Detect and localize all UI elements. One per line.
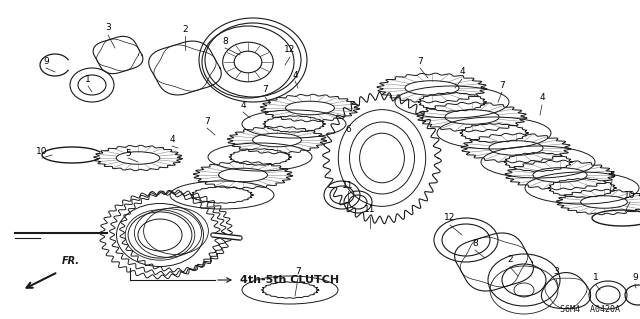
Text: 4: 4 [539,93,545,102]
Text: 7: 7 [204,117,210,127]
Text: 10: 10 [624,190,636,199]
Text: 6: 6 [345,125,351,135]
Text: 7: 7 [499,80,505,90]
Text: FR.: FR. [62,256,80,266]
Text: 8: 8 [222,38,228,47]
Text: 11: 11 [364,205,376,214]
Text: 5: 5 [609,170,615,180]
Text: 11: 11 [342,181,354,189]
Text: 4: 4 [459,68,465,77]
Text: 5: 5 [125,149,131,158]
Text: 4: 4 [240,101,246,110]
Text: 3: 3 [105,24,111,33]
Text: 9: 9 [43,57,49,66]
Text: 12: 12 [284,46,296,55]
Text: 10: 10 [36,147,48,157]
Text: 9: 9 [632,273,638,283]
Text: 7: 7 [295,268,301,277]
Text: 1: 1 [593,273,599,283]
Text: 7: 7 [262,85,268,94]
Text: 8: 8 [472,240,478,249]
Text: 4: 4 [169,136,175,145]
Text: 4: 4 [292,70,298,79]
Text: 1: 1 [85,76,91,85]
Text: 4th-5th CLUTCH: 4th-5th CLUTCH [240,275,339,285]
Text: 2: 2 [182,26,188,34]
Text: 7: 7 [417,57,423,66]
Text: 12: 12 [444,213,456,222]
Text: 2: 2 [507,256,513,264]
Text: S6M4  A0420A: S6M4 A0420A [560,306,620,315]
Text: 3: 3 [553,268,559,277]
